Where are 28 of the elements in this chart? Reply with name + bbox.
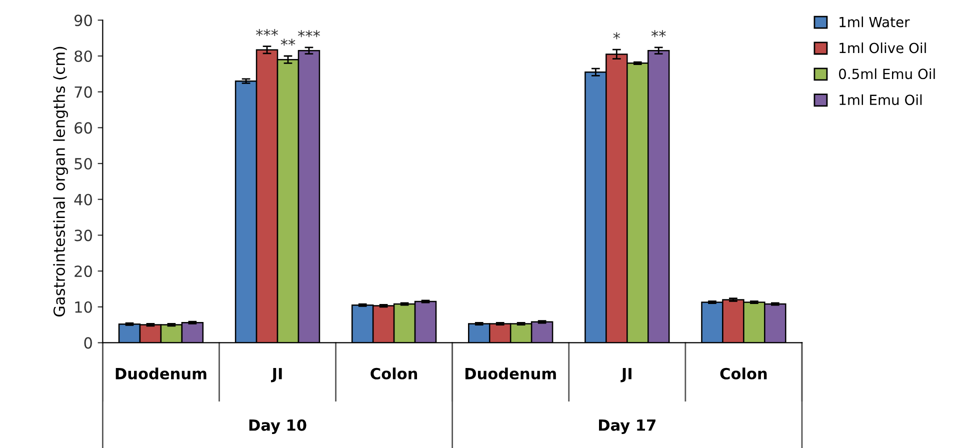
x-tick-label: JI: [620, 368, 632, 382]
legend-label: 1ml Olive Oil: [840, 42, 926, 54]
text: Day 10: [249, 419, 306, 434]
data-label: **: [651, 30, 666, 38]
x-tick-label: JI: [270, 368, 282, 382]
data-label: ***: [256, 29, 278, 36]
y-tick-label: 50: [74, 158, 92, 170]
x-tick-label: Colon: [720, 368, 767, 380]
data-label: *: [613, 32, 620, 40]
x-tick-label: Colon: [370, 368, 418, 380]
y-tick-label: 10: [75, 301, 92, 313]
y-tick-label: 80: [74, 50, 92, 62]
x-tick-label: Duodenum: [465, 368, 556, 380]
legend-label: 0.5ml Emu Oil: [838, 68, 935, 80]
y-axis-title: Gastrointestinal organ lengths (cm): [53, 46, 68, 316]
y-tick-label: 0: [84, 337, 92, 349]
legend-label: 1ml Emu Oil: [840, 94, 922, 106]
data-label: **: [280, 38, 296, 46]
y-tick-label: 40: [74, 194, 92, 206]
y-tick-label: 70: [74, 86, 92, 98]
y-tick-label: 90: [74, 14, 92, 26]
y-tick-label: 60: [74, 122, 92, 134]
y-tick-label: 30: [74, 230, 92, 242]
text: Day 17: [599, 420, 656, 434]
data-label: ***: [298, 30, 320, 38]
legend-label: 1ml Water: [840, 16, 910, 28]
x-tick-label: Duodenum: [116, 368, 206, 380]
y-tick-label: 20: [74, 266, 92, 278]
